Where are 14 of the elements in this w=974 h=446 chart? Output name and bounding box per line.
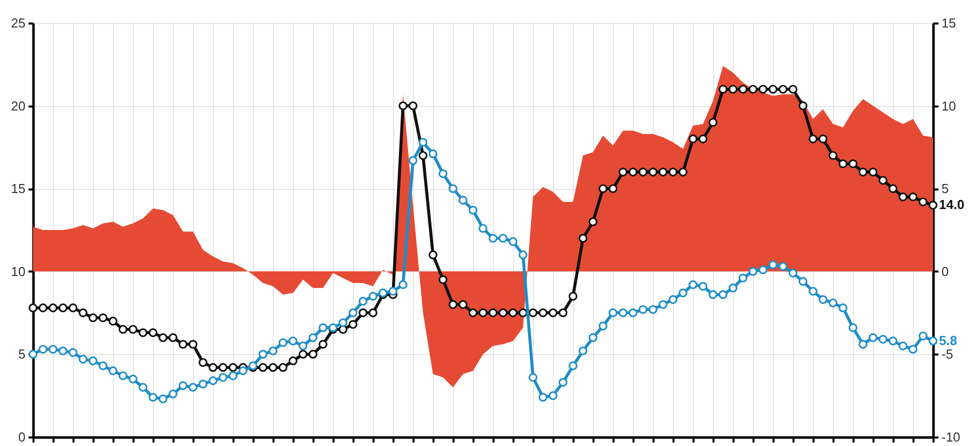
y-tick-label: 5 bbox=[18, 346, 26, 362]
data-label: 5.8 bbox=[939, 332, 958, 348]
y2-tick-label: 15 bbox=[942, 16, 956, 30]
y2-tick-label: 0 bbox=[942, 264, 949, 279]
y-tick-label: 10 bbox=[11, 264, 26, 279]
data-label: 14.0 bbox=[939, 197, 964, 212]
y-tick-label: 20 bbox=[11, 98, 26, 114]
y2-tick-label: -10 bbox=[942, 430, 960, 444]
y-tick-label: 25 bbox=[11, 16, 26, 30]
y-tick-label: 0 bbox=[18, 430, 26, 444]
y-tick-label: 15 bbox=[11, 181, 26, 196]
y2-tick-label: 5 bbox=[942, 181, 949, 196]
y2-tick-label: 10 bbox=[942, 98, 956, 114]
y2-tick-label: -5 bbox=[942, 346, 954, 362]
